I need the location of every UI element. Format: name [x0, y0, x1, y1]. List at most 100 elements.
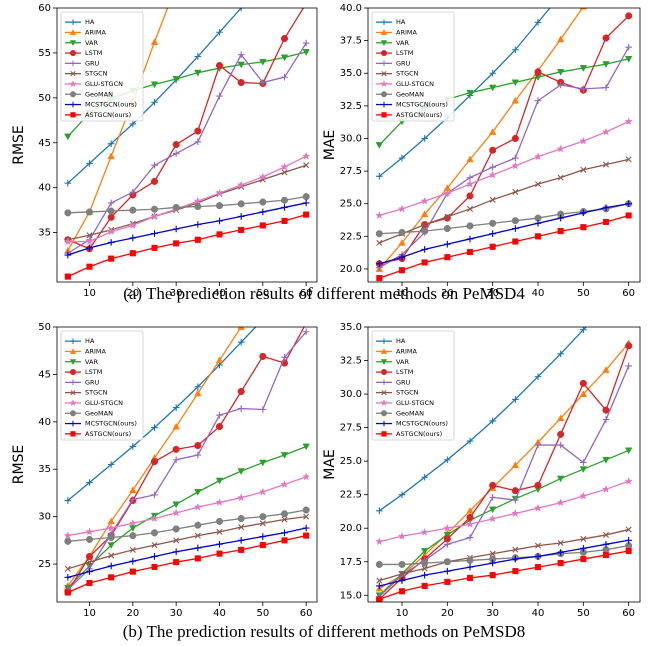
data-point	[534, 68, 542, 76]
data-point	[216, 411, 223, 419]
data-point	[129, 532, 137, 540]
data-point	[421, 227, 429, 235]
data-point	[129, 546, 136, 553]
data-point	[534, 481, 542, 489]
data-point	[444, 213, 451, 220]
legend-label: ARIMA	[396, 28, 417, 36]
data-point	[216, 28, 223, 36]
chart: 10 20 30 40 50 60 15.0 17.5 20.0 22.5 25.0 27.5 30.0…	[322, 322, 641, 619]
data-point	[172, 508, 181, 517]
data-point	[302, 443, 310, 451]
data-point	[259, 533, 267, 540]
data-point	[625, 12, 633, 20]
data-point	[465, 179, 475, 188]
series-line	[378, 449, 629, 596]
x-tick-label: 10	[396, 288, 409, 299]
data-point	[625, 362, 632, 370]
data-point	[107, 534, 115, 541]
series-line	[67, 196, 307, 214]
data-point	[172, 76, 180, 83]
legend-marker	[70, 71, 76, 77]
data-point	[194, 389, 202, 397]
legend-label: STGCN	[396, 389, 419, 397]
legend-label: VAR	[396, 358, 409, 366]
data-point	[579, 379, 587, 387]
x-tick-label: 20	[126, 608, 139, 619]
legend-marker	[381, 19, 387, 25]
legend-marker	[69, 29, 77, 35]
legend-label: STGCN	[85, 389, 108, 397]
legend-marker	[70, 390, 76, 396]
series-line	[67, 534, 307, 594]
data-point	[172, 548, 180, 556]
data-point	[237, 213, 245, 220]
legend-marker	[381, 60, 387, 67]
data-point	[602, 218, 610, 226]
data-point	[376, 173, 383, 180]
data-point	[534, 181, 542, 188]
data-point	[281, 204, 288, 211]
data-point	[557, 549, 564, 556]
data-point	[193, 196, 202, 205]
data-point	[107, 461, 115, 468]
data-point	[259, 198, 267, 206]
data-point	[556, 414, 565, 422]
data-point	[466, 235, 474, 243]
data-point	[281, 354, 288, 361]
data-point	[579, 548, 587, 556]
data-point	[129, 557, 137, 565]
data-point	[129, 443, 137, 450]
legend-label: HA	[396, 18, 406, 26]
legend-label: STGCN	[85, 70, 108, 78]
data-point	[489, 494, 496, 501]
data-point	[302, 193, 310, 201]
data-point	[280, 452, 289, 459]
chart: 10 20 30 40 50 60 35 40 45 50 55 60 RMSE HA ARIMA VAR LS…	[11, 3, 318, 299]
legend-marker	[381, 112, 387, 118]
series-line	[379, 528, 629, 582]
legend-marker	[69, 369, 77, 376]
data-point	[64, 574, 72, 581]
data-point	[489, 230, 496, 238]
data-point	[557, 174, 564, 181]
x-tick-label: 20	[126, 288, 139, 299]
legend: HA ARIMA VAR LSTM GRU STGCN GLU-STGCN GeoMAN MCS…	[60, 11, 144, 122]
data-point	[488, 170, 497, 179]
caption: (b) The prediction results of different …	[123, 622, 526, 641]
x-tick-label: 60	[300, 608, 313, 619]
series-line	[67, 327, 257, 502]
x-tick-label: 40	[532, 288, 545, 299]
data-point	[579, 466, 588, 474]
legend-marker	[380, 40, 388, 47]
series-line	[67, 155, 307, 243]
data-point	[129, 188, 137, 196]
data-point	[173, 240, 180, 247]
data-point	[489, 550, 496, 557]
data-point	[580, 85, 587, 93]
data-point	[64, 565, 71, 572]
legend-marker	[380, 29, 388, 35]
data-point	[302, 49, 310, 56]
data-point	[303, 211, 310, 218]
data-point	[602, 34, 610, 42]
legend-label: VAR	[85, 358, 98, 366]
data-point	[420, 196, 429, 205]
legend-marker	[70, 431, 76, 437]
data-point	[556, 498, 565, 507]
data-point	[107, 227, 116, 236]
x-tick-label: 60	[300, 288, 313, 299]
y-tick-label: 35	[38, 228, 51, 239]
data-point	[281, 516, 288, 523]
data-point	[466, 556, 474, 564]
data-point	[64, 537, 72, 545]
series-line	[379, 214, 629, 279]
legend-box	[371, 330, 455, 441]
data-point	[215, 188, 224, 197]
data-point	[151, 563, 158, 570]
legend-marker	[69, 348, 77, 354]
data-point	[625, 200, 632, 208]
data-point	[466, 222, 474, 230]
data-point	[534, 219, 542, 227]
data-point	[375, 230, 383, 238]
legend-box	[371, 11, 455, 122]
